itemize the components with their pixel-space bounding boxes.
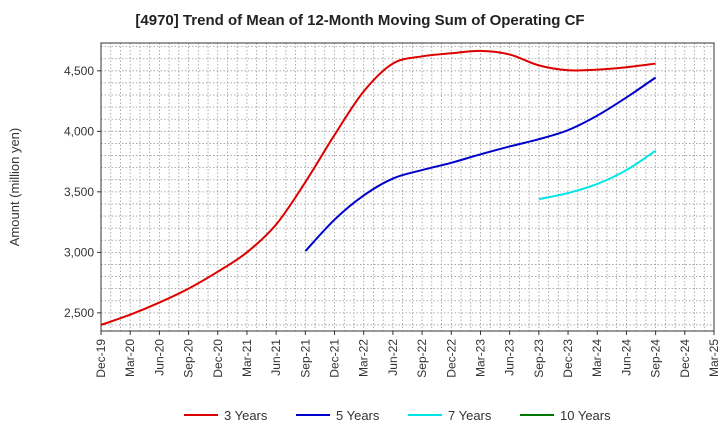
legend-label-10-years: 10 Years [560, 408, 611, 423]
x-tick-label: Jun-24 [619, 339, 633, 376]
x-tick-label: Dec-19 [94, 339, 108, 378]
x-tick-label: Mar-25 [707, 339, 720, 377]
x-tick-label: Dec-20 [211, 339, 225, 378]
y-tick-label: 3,500 [64, 185, 94, 199]
x-tick-label: Dec-24 [678, 339, 692, 378]
x-axis-ticks: Dec-19 Mar-20 Jun-20 Sep-20 Dec-20 Mar-21 Jun-… [94, 331, 720, 378]
x-tick-label: Mar-20 [123, 339, 137, 377]
x-tick-label: Mar-21 [240, 339, 254, 377]
x-tick-label: Jun-20 [152, 339, 166, 376]
x-tick-label: Mar-23 [473, 339, 487, 377]
series-lines [100, 49, 657, 326]
y-tick-label: 4,000 [64, 124, 94, 138]
x-tick-label: Dec-23 [561, 339, 575, 378]
series-line-3-years [100, 49, 656, 326]
legend: 3 Years 5 Years 7 Years 10 Years [184, 408, 611, 423]
x-tick-label: Jun-22 [386, 339, 400, 376]
y-axis-label: Amount (million yen) [7, 128, 22, 247]
grid [101, 43, 714, 331]
x-tick-label: Sep-22 [415, 339, 429, 378]
x-tick-label: Mar-24 [590, 339, 604, 377]
series-line-5-years [304, 76, 657, 252]
chart-title: [4970] Trend of Mean of 12-Month Moving … [135, 12, 585, 29]
y-tick-label: 4,500 [64, 64, 94, 78]
x-tick-label: Dec-22 [444, 339, 458, 378]
x-tick-label: Sep-24 [649, 339, 663, 378]
x-tick-label: Sep-20 [182, 339, 196, 378]
series-line-7-years [538, 149, 657, 201]
y-tick-label: 3,000 [64, 245, 94, 259]
legend-label-5-years: 5 Years [336, 408, 380, 423]
x-tick-label: Sep-23 [532, 339, 546, 378]
y-axis-ticks: 2,500 3,000 3,500 4,000 4,500 [64, 64, 101, 320]
x-tick-label: Dec-21 [328, 339, 342, 378]
x-tick-label: Jun-21 [269, 339, 283, 376]
x-tick-label: Jun-23 [503, 339, 517, 376]
y-tick-label: 2,500 [64, 306, 94, 320]
x-tick-label: Mar-22 [357, 339, 371, 377]
legend-label-3-years: 3 Years [224, 408, 268, 423]
x-tick-label: Sep-21 [298, 339, 312, 378]
legend-label-7-years: 7 Years [448, 408, 492, 423]
plot-area [100, 42, 715, 332]
